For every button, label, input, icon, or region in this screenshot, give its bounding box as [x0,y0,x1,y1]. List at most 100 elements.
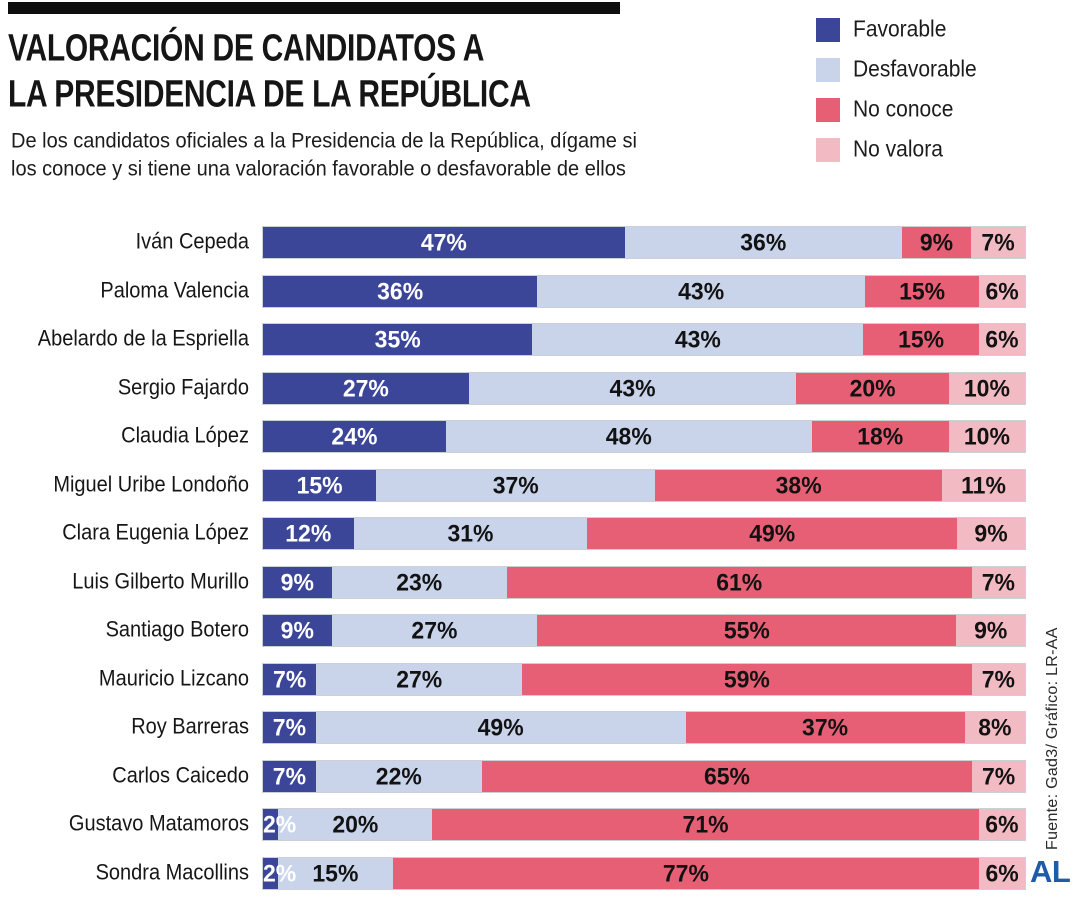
bar-segment-no-conoce: 65% [481,760,973,792]
bar-segment-no-valora: 9% [957,518,1025,549]
page-title-line2: LA PRESIDENCIA DE LA REPÚBLICA [8,73,531,116]
source-credit: Fuente: Gad3/ Gráfico: LR-AA [1044,627,1061,850]
bar-segment-no-conoce: 59% [522,663,972,695]
bar-segment-no-valora: 9% [956,615,1025,646]
segment-value-label: 9% [974,519,1008,547]
segment-value-label: 6% [985,810,1019,838]
bar-segment-desfavorable: 48% [445,421,812,452]
segment-value-label: 10% [963,422,1010,450]
segment-value-label: 43% [678,276,725,305]
stacked-bar: 35% 43% 15% 6% [262,323,1026,356]
bar-segment-favorable: 15% [263,469,377,501]
segment-value-label: 27% [342,373,389,402]
chart-subtitle-line1: De los candidatos oficiales a la Preside… [11,129,637,153]
bar-segment-no-valora: 7% [971,227,1025,258]
legend-item-no-valora: No valora [816,130,977,170]
stacked-bar: 24% 48% 18% 10% [262,420,1026,453]
chart-subtitle-line2: los conoce y si tiene una valoración fav… [11,157,626,181]
bar-segment-no-conoce: 9% [901,227,972,258]
segment-value-label: 7% [272,761,307,790]
segment-value-label: 71% [682,810,729,838]
bar-segment-no-valora: 6% [978,324,1025,355]
bar-row: Abelardo de la Espriella 35% 43% 15% 6% [0,323,1026,356]
bar-row: Miguel Uribe Londoño 15% 37% 38% 11% [0,468,1026,502]
segment-value-label: 49% [749,519,796,547]
segment-value-label: 36% [740,228,787,256]
candidate-name: Iván Cepeda [135,229,249,255]
bar-segment-no-conoce: 49% [587,518,958,549]
stacked-bar: 7% 49% 37% 8% [262,711,1026,744]
bar-row: Sergio Fajardo 27% 43% 20% 10% [0,371,1026,405]
segment-value-label: 9% [280,567,314,596]
legend: Favorable Desfavorable No conoce No valora [816,10,977,170]
stacked-bar: 12% 31% 49% 9% [262,517,1026,550]
bar-segment-favorable: 24% [263,421,446,452]
bar-segment-no-conoce: 77% [392,857,980,889]
bar-segment-desfavorable: 27% [331,615,538,646]
bar-row: Mauricio Lizcano 7% 27% 59% 7% [0,662,1026,696]
stacked-bar: 9% 27% 55% 9% [262,614,1026,647]
candidate-label: Abelardo de la Espriella [0,323,262,356]
candidate-label: Claudia López [0,420,262,453]
segment-value-label: 20% [849,373,896,402]
segment-value-label: 15% [296,470,343,499]
bar-segment-desfavorable: 20% [278,809,433,840]
segment-value-label: 7% [981,567,1015,596]
candidate-name: Sergio Fajardo [117,375,249,400]
segment-value-label: 36% [377,276,424,305]
bar-segment-no-valora: 7% [971,663,1025,695]
chart-rows: Iván Cepeda 47% 36% 9% 7% Paloma Valencia 36% 4… [0,226,1026,890]
segment-value-label: 9% [280,616,314,644]
segment-value-label: 48% [605,422,652,450]
bar-segment-desfavorable: 43% [537,275,865,307]
legend-item-desfavorable: Desfavorable [816,50,977,90]
stacked-bar: 27% 43% 20% 10% [262,371,1026,405]
bar-segment-no-conoce: 15% [864,275,980,307]
bar-segment-no-conoce: 71% [432,809,979,840]
bar-segment-no-valora: 6% [978,809,1025,840]
candidate-label: Clara Eugenia López [0,517,262,550]
segment-value-label: 55% [723,616,770,644]
bar-segment-desfavorable: 22% [315,760,482,792]
candidate-label: Paloma Valencia [0,275,262,308]
candidate-label: Miguel Uribe Londoño [0,469,262,502]
segment-value-label: 6% [985,858,1019,887]
segment-value-label: 43% [609,373,656,402]
candidate-name: Gustavo Matamoros [68,811,249,837]
segment-value-label: 8% [978,713,1012,741]
bar-row: Luis Gilberto Murillo 9% 23% 61% 7% [0,565,1026,599]
segment-value-label: 59% [723,664,770,693]
bar-segment-favorable: 7% [263,712,316,743]
page-title-line1: VALORACIÓN DE CANDIDATOS A [8,27,485,70]
bar-segment-desfavorable: 31% [353,518,588,549]
segment-value-label: 27% [396,664,443,693]
candidate-name: Carlos Caicedo [112,763,249,788]
al-logo: AL [1030,854,1071,889]
legend-swatch [816,58,840,82]
segment-value-label: 49% [477,713,524,741]
candidate-label: Iván Cepeda [0,226,262,259]
bar-segment-favorable: 36% [263,275,538,307]
bar-segment-favorable: 7% [263,760,316,792]
bar-row: Paloma Valencia 36% 43% 15% 6% [0,274,1026,308]
legend-label: Desfavorable [853,56,977,83]
bar-segment-no-valora: 7% [971,566,1025,598]
segment-value-label: 6% [985,325,1019,353]
segment-value-label: 9% [974,616,1008,644]
candidate-label: Santiago Botero [0,614,262,647]
bar-segment-desfavorable: 43% [532,324,864,355]
bar-segment-favorable: 35% [263,324,533,355]
bar-segment-desfavorable: 23% [331,566,507,598]
bar-segment-favorable: 2% [263,809,296,840]
segment-value-label: 9% [919,228,954,256]
segment-value-label: 7% [981,761,1016,790]
bar-segment-no-valora: 7% [972,760,1025,792]
segment-value-label: 37% [492,470,539,499]
legend-label: No valora [853,136,943,163]
candidate-name: Clara Eugenia López [62,520,249,546]
segment-value-label: 43% [674,325,721,353]
bar-segment-no-conoce: 37% [685,712,965,743]
candidate-label: Sergio Fajardo [0,372,262,405]
segment-value-label: 20% [332,810,379,838]
bar-segment-favorable: 47% [263,227,625,258]
